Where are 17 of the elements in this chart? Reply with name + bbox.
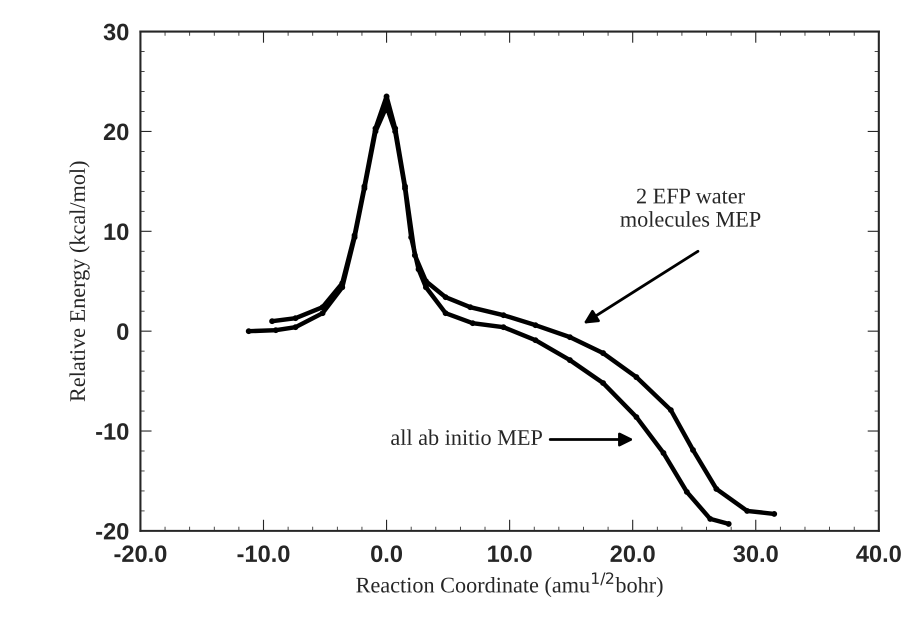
y-tick-label: 10: [104, 223, 128, 240]
x-tick-label: 10.0: [488, 545, 532, 562]
y-axis-title: Relative Energy (kcal/mol): [69, 161, 90, 402]
y-tick-label: 30: [104, 24, 128, 40]
y-tick-label: 20: [104, 124, 128, 140]
x-tick-label: -20.0: [114, 545, 166, 562]
x-axis-title: Reaction Coordinate (amu$^{1/2}$bohr): [356, 572, 663, 598]
y-tick-label: 0: [117, 323, 128, 340]
y-tick-label: -20: [96, 522, 128, 540]
x-tick-label: 40.0: [856, 545, 901, 562]
x-tick-label: 30.0: [733, 545, 778, 562]
annotation: 2 EFP water molecules MEP: [620, 188, 760, 227]
x-tick-label: 0.0: [371, 545, 402, 562]
x-tick-label: 20.0: [610, 545, 655, 562]
x-tick-label: -10.0: [238, 545, 290, 562]
y-tick-label: -10: [96, 423, 128, 440]
annotation: all ab initio MEP: [391, 429, 542, 446]
